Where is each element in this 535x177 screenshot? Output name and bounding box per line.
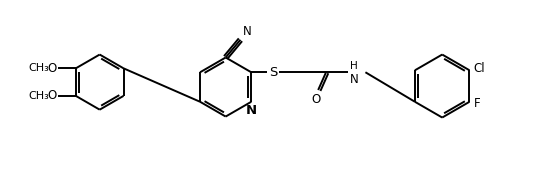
Text: CH₃: CH₃	[28, 91, 49, 101]
Text: N: N	[350, 73, 358, 86]
Text: O: O	[48, 89, 57, 102]
Text: H: H	[350, 61, 357, 71]
Text: N: N	[246, 104, 257, 117]
Text: N: N	[242, 25, 251, 38]
Text: CH₃: CH₃	[28, 63, 49, 73]
Text: S: S	[269, 66, 277, 79]
Text: O: O	[48, 62, 57, 75]
Text: Cl: Cl	[473, 62, 485, 75]
Text: O: O	[311, 93, 321, 106]
Text: F: F	[473, 97, 480, 110]
